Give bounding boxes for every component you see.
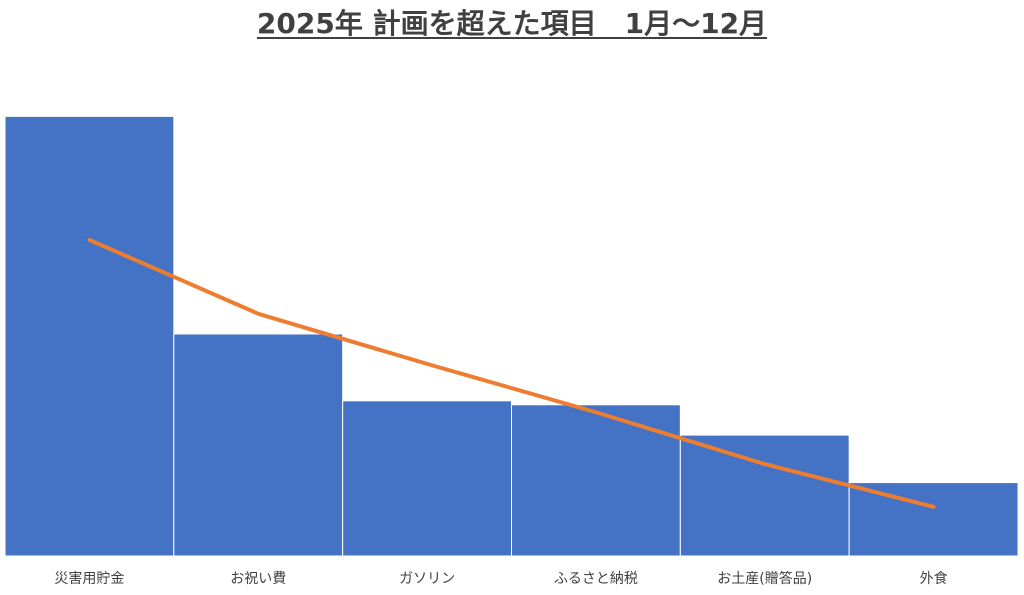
x-tick-label: ガソリン <box>399 571 455 587</box>
x-tick-label: 災害用貯金 <box>54 571 124 587</box>
bar-2 <box>342 400 512 557</box>
x-tick-label: お祝い費 <box>230 571 286 587</box>
bar-5 <box>848 482 1019 557</box>
line-series <box>87 237 936 509</box>
bar-1 <box>173 333 344 557</box>
bar-0 <box>4 115 175 557</box>
bar-4 <box>679 434 850 557</box>
x-tick-label: お土産(贈答品) <box>717 570 812 587</box>
bar-3 <box>511 404 681 557</box>
x-tick-label: 外食 <box>920 570 948 587</box>
chart-title: 2025年 計画を超えた項目 1月～12月 <box>256 7 768 40</box>
x-tick-label: ふるさと納税 <box>554 571 638 587</box>
